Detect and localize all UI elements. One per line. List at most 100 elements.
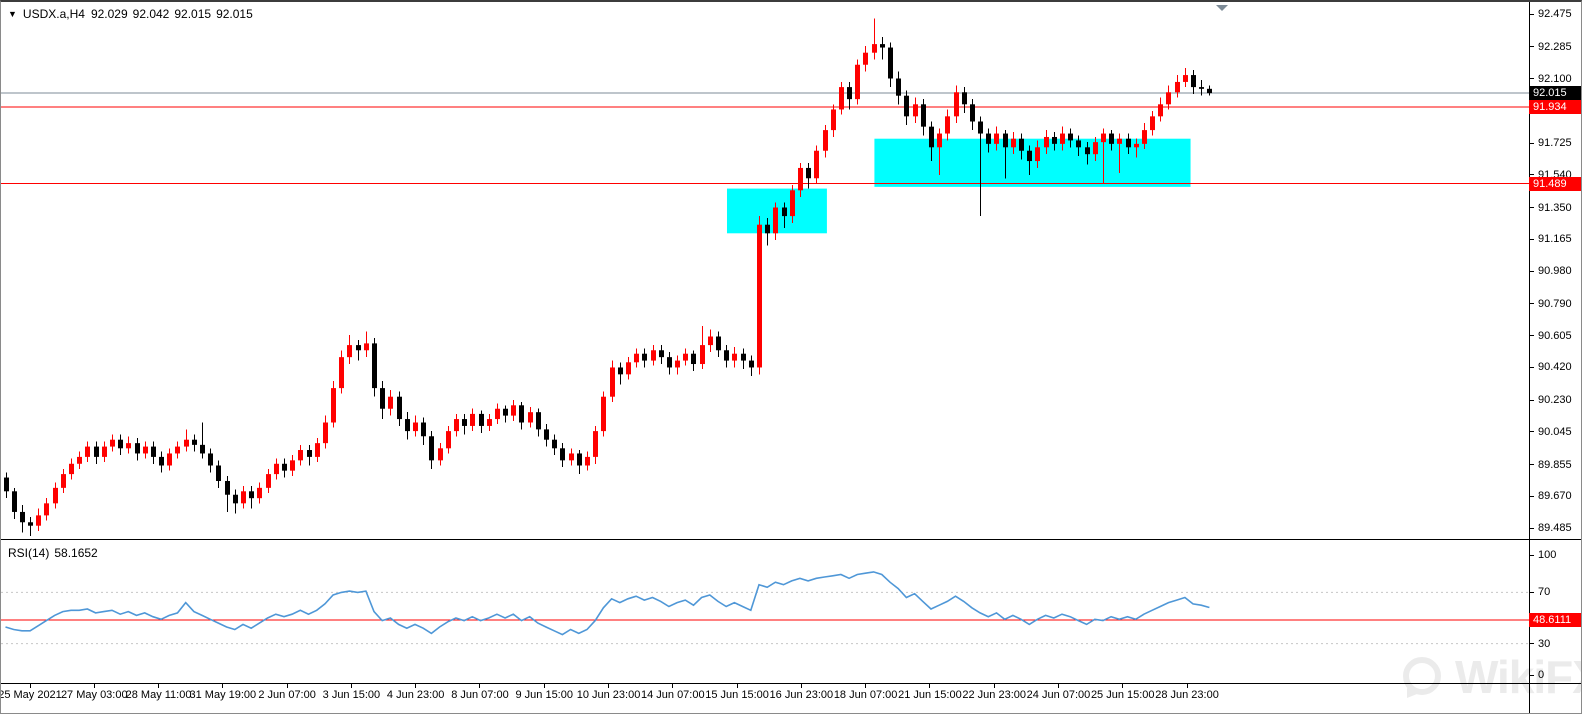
axis-tick-label: 90.420: [1538, 361, 1572, 374]
time-tick-label: 22 Jun 23:00: [962, 689, 1026, 701]
time-tick-mark: [30, 684, 31, 688]
axis-tick-label: 89.855: [1538, 458, 1572, 471]
time-tick-mark: [801, 684, 802, 688]
candle-body: [863, 52, 868, 65]
time-tick-label: 10 Jun 23:00: [576, 689, 641, 701]
time-tick-mark: [158, 684, 159, 688]
time-tick-mark: [222, 684, 223, 688]
axis-tick-label: 92.475: [1538, 8, 1572, 20]
candle-body: [667, 357, 672, 368]
candle-body: [814, 150, 819, 179]
candle-body: [1052, 136, 1057, 144]
candle-body: [192, 439, 197, 445]
time-tick-mark: [1122, 684, 1123, 688]
candle-body: [53, 487, 58, 504]
demand-zone-2[interactable]: [874, 138, 1191, 187]
candle-body: [421, 422, 426, 437]
candle-body: [44, 503, 49, 516]
candle-body: [135, 443, 140, 454]
axis-tick-mark: [1529, 400, 1534, 401]
candle-body: [1166, 92, 1171, 105]
axis-tick-mark: [1529, 207, 1534, 208]
candle-body: [724, 350, 729, 361]
time-tick-mark: [415, 684, 416, 688]
candle-body: [110, 439, 115, 447]
rsi-line: [5, 571, 1210, 636]
candle-body: [700, 345, 705, 365]
candle-body: [274, 463, 279, 475]
candle-body: [921, 104, 926, 127]
time-tick-mark: [287, 684, 288, 688]
candle-body: [446, 431, 451, 449]
chart-shift-marker[interactable]: [1216, 5, 1228, 11]
candle-body: [642, 353, 647, 361]
candle-body: [167, 453, 172, 466]
candle-body: [356, 345, 361, 351]
candle-body: [225, 480, 230, 495]
time-tick-label: 27 May 03:00: [60, 689, 128, 701]
candle-body: [544, 429, 549, 440]
candle-body: [388, 396, 393, 409]
candle-body: [1199, 87, 1204, 89]
candle-body: [790, 190, 795, 217]
candle-body: [1085, 147, 1090, 155]
candle-body: [577, 453, 582, 466]
candle-body: [888, 47, 893, 79]
candle-body: [28, 522, 33, 526]
time-tick-mark: [94, 684, 95, 688]
candle-body: [552, 439, 557, 449]
candle-body: [929, 126, 934, 148]
candle-body: [954, 92, 959, 117]
candle-body: [782, 207, 787, 217]
candle-body: [20, 511, 25, 523]
candle-body: [872, 44, 877, 53]
candle-body: [1011, 138, 1016, 148]
candle-body: [708, 336, 713, 346]
axis-tick-mark: [1529, 143, 1534, 144]
axis-tick-label: 90.230: [1538, 394, 1572, 407]
time-tick-label: 14 Jun 07:00: [640, 689, 705, 701]
axis-tick-label: 90.045: [1538, 425, 1572, 438]
candle-body: [1076, 140, 1081, 148]
axis-tick-label: 89.670: [1538, 490, 1572, 503]
time-tick-mark: [672, 684, 673, 688]
candle-body: [937, 133, 942, 148]
candle-body: [1019, 138, 1024, 151]
candle-body: [241, 491, 246, 504]
candle-body: [675, 360, 680, 368]
candle-body: [233, 494, 238, 504]
candle-body: [249, 491, 254, 499]
candle-body: [880, 44, 885, 48]
axis-tick-mark: [1529, 496, 1534, 497]
candle-body: [438, 448, 443, 461]
axis-tick-label: 91.725: [1538, 137, 1572, 149]
candle-body: [69, 463, 74, 475]
candle-body: [298, 450, 303, 461]
candle-body: [4, 477, 9, 492]
price-axis[interactable]: 92.47592.28592.10091.91091.72591.54091.3…: [1529, 2, 1581, 713]
time-tick-mark: [351, 684, 352, 688]
candle-body: [495, 408, 500, 420]
candle-body: [1027, 150, 1032, 162]
time-tick-mark: [544, 684, 545, 688]
axis-tick-mark: [1529, 239, 1534, 240]
time-axis[interactable]: 25 May 2021 27 May 03:00 28 May 11:00 31 Ma…: [1, 684, 1529, 713]
candle-body: [962, 92, 967, 105]
candle-body: [716, 336, 721, 351]
axis-tick-label: 70: [1538, 586, 1551, 599]
candle-body: [1060, 133, 1065, 144]
time-tick-label: 3 Jun 15:00: [322, 689, 381, 701]
chevron-down-icon[interactable]: ▼: [8, 9, 17, 19]
candle-body: [626, 362, 631, 375]
candle-body: [1183, 75, 1188, 82]
candle-body: [773, 207, 778, 234]
candle-body: [585, 456, 590, 466]
axis-tick-mark: [1529, 367, 1534, 368]
candle-body: [159, 456, 164, 466]
candle-body: [757, 224, 762, 368]
candle-body: [683, 353, 688, 361]
panel-separator[interactable]: [1, 539, 1581, 540]
candle-body: [487, 419, 492, 426]
